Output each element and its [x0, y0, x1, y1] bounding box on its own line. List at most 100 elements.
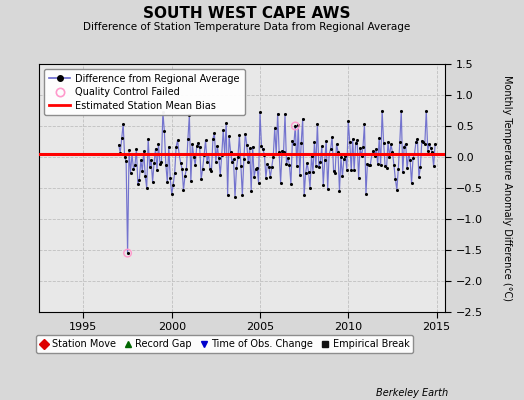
Point — [159, 109, 167, 116]
Point — [407, 180, 416, 186]
Point — [359, 144, 367, 150]
Point — [334, 148, 342, 155]
Point — [216, 172, 224, 178]
Point — [121, 154, 129, 160]
Point — [197, 176, 205, 182]
Point — [323, 186, 332, 192]
Point — [230, 156, 238, 162]
Point — [365, 162, 373, 168]
Point — [263, 161, 271, 167]
Point — [392, 187, 401, 193]
Point — [238, 192, 247, 199]
Point — [231, 194, 239, 200]
Point — [331, 170, 339, 176]
Point — [173, 137, 182, 144]
Point — [139, 148, 148, 154]
Point — [370, 152, 379, 159]
Point — [322, 138, 331, 144]
Point — [315, 164, 323, 170]
Point — [381, 162, 389, 169]
Point — [287, 181, 295, 187]
Point — [307, 153, 315, 159]
Point — [296, 172, 304, 178]
Point — [270, 125, 279, 131]
Point — [192, 143, 201, 150]
Y-axis label: Monthly Temperature Anomaly Difference (°C): Monthly Temperature Anomaly Difference (… — [503, 75, 512, 301]
Point — [362, 191, 370, 197]
Point — [281, 111, 289, 117]
Point — [300, 192, 308, 199]
Point — [172, 144, 180, 150]
Point — [345, 139, 354, 146]
Point — [175, 151, 183, 157]
Point — [391, 176, 400, 182]
Point — [203, 158, 211, 165]
Point — [412, 139, 420, 145]
Point — [234, 154, 242, 160]
Point — [278, 148, 286, 154]
Point — [394, 166, 402, 172]
Point — [399, 169, 407, 176]
Point — [299, 116, 307, 122]
Point — [260, 151, 269, 158]
Point — [292, 163, 301, 170]
Point — [132, 146, 140, 152]
Point — [310, 139, 319, 146]
Point — [338, 173, 346, 180]
Point — [326, 146, 335, 152]
Point — [150, 160, 158, 166]
Point — [241, 130, 249, 137]
Point — [428, 149, 436, 156]
Point — [332, 141, 341, 147]
Point — [184, 136, 192, 142]
Point — [272, 151, 280, 157]
Point — [128, 151, 136, 157]
Point — [151, 146, 160, 152]
Point — [244, 159, 253, 166]
Point — [396, 139, 404, 146]
Point — [301, 170, 310, 176]
Legend: Station Move, Record Gap, Time of Obs. Change, Empirical Break: Station Move, Record Gap, Time of Obs. C… — [36, 335, 413, 353]
Point — [157, 159, 166, 165]
Point — [144, 136, 152, 142]
Point — [253, 164, 261, 171]
Point — [187, 178, 195, 184]
Point — [288, 138, 297, 144]
Point — [397, 107, 406, 114]
Point — [328, 134, 336, 140]
Point — [318, 143, 326, 150]
Point — [204, 151, 213, 157]
Point — [374, 161, 382, 168]
Point — [254, 179, 263, 186]
Point — [335, 188, 344, 194]
Point — [217, 151, 226, 158]
Point — [376, 162, 385, 169]
Point — [154, 141, 162, 147]
Point — [410, 150, 419, 157]
Point — [119, 121, 127, 127]
Point — [403, 165, 411, 172]
Point — [210, 130, 219, 136]
Point — [269, 153, 277, 160]
Point — [243, 142, 251, 148]
Point — [405, 151, 413, 157]
Point — [309, 169, 317, 175]
Point — [169, 182, 178, 188]
Point — [421, 141, 429, 147]
Point — [126, 169, 135, 176]
Point — [194, 140, 202, 146]
Point — [401, 140, 410, 147]
Point — [306, 184, 314, 191]
Point — [356, 144, 364, 151]
Point — [250, 174, 258, 180]
Point — [237, 163, 245, 169]
Point — [363, 160, 372, 167]
Point — [290, 141, 298, 147]
Point — [215, 155, 223, 161]
Point — [385, 154, 394, 160]
Point — [384, 139, 392, 145]
Point — [116, 150, 124, 156]
Point — [161, 162, 170, 168]
Point — [212, 159, 220, 165]
Point — [282, 161, 291, 167]
